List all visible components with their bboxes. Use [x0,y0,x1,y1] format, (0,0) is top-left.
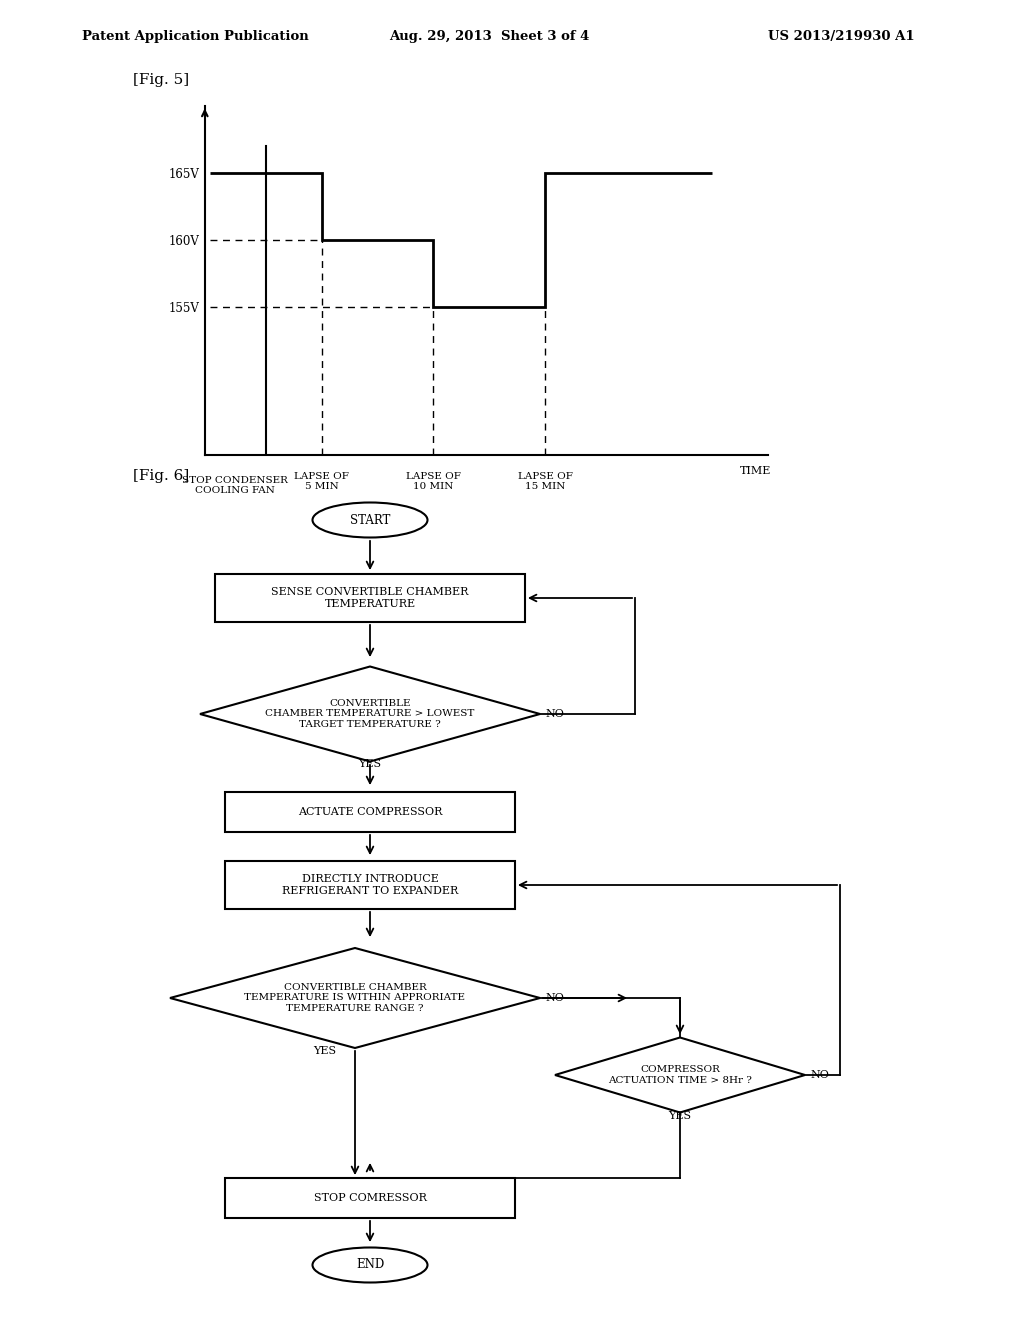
Text: CONVERTIBLE
CHAMBER TEMPERATURE > LOWEST
TARGET TEMPERATURE ?: CONVERTIBLE CHAMBER TEMPERATURE > LOWEST… [265,700,475,729]
Text: YES: YES [358,759,382,770]
Text: LAPSE OF
5 MIN: LAPSE OF 5 MIN [295,471,349,491]
Text: NO: NO [545,709,564,719]
Text: [Fig. 6]: [Fig. 6] [133,469,189,483]
Text: LAPSE OF
10 MIN: LAPSE OF 10 MIN [406,471,461,491]
Text: STOP COMRESSOR: STOP COMRESSOR [313,1193,426,1203]
Text: START: START [350,513,390,527]
Text: ACTUATE COMPRESSOR: ACTUATE COMPRESSOR [298,807,442,817]
Text: STOP CONDENSER
COOLING FAN: STOP CONDENSER COOLING FAN [182,475,288,495]
Text: US 2013/219930 A1: US 2013/219930 A1 [768,30,914,44]
Text: TIME: TIME [740,466,771,477]
Text: Aug. 29, 2013  Sheet 3 of 4: Aug. 29, 2013 Sheet 3 of 4 [389,30,590,44]
Text: [Fig. 5]: [Fig. 5] [133,73,189,87]
Text: NO: NO [545,993,564,1003]
Text: NO: NO [810,1071,828,1080]
Text: DIRECTLY INTRODUCE
REFRIGERANT TO EXPANDER: DIRECTLY INTRODUCE REFRIGERANT TO EXPAND… [282,874,458,896]
Text: YES: YES [313,1045,337,1056]
Text: COMPRESSOR
ACTUATION TIME > 8Hr ?: COMPRESSOR ACTUATION TIME > 8Hr ? [608,1065,752,1085]
Text: LAPSE OF
15 MIN: LAPSE OF 15 MIN [517,471,572,491]
Text: CONVERTIBLE CHAMBER
TEMPERATURE IS WITHIN APPRORIATE
TEMPERATURE RANGE ?: CONVERTIBLE CHAMBER TEMPERATURE IS WITHI… [245,983,466,1012]
Text: SENSE CONVERTIBLE CHAMBER
TEMPERATURE: SENSE CONVERTIBLE CHAMBER TEMPERATURE [271,587,469,609]
Text: Patent Application Publication: Patent Application Publication [82,30,308,44]
Text: END: END [356,1258,384,1271]
Text: YES: YES [669,1111,691,1121]
